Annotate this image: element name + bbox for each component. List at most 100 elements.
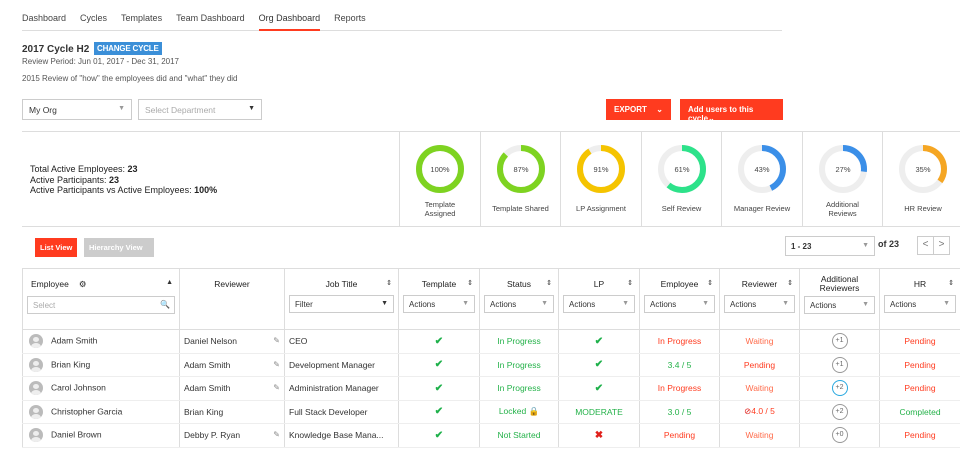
employee-review-value[interactable]: Pending: [663, 430, 696, 441]
additional-count[interactable]: +1: [831, 333, 848, 350]
nav-dashboard[interactable]: Dashboard: [22, 13, 67, 23]
table-row[interactable]: Carol Johnson Adam Smith ✎ Administration M…: [22, 376, 960, 401]
employee-name[interactable]: Adam Smith: [51, 335, 98, 346]
page-range: 1 - 23: [791, 242, 812, 251]
reviewer-review-value[interactable]: Waiting: [745, 383, 774, 394]
sort-icon[interactable]: ⇕: [707, 280, 713, 287]
pencil-icon[interactable]: ✎: [273, 430, 280, 440]
col-employee-title: Employee: [31, 279, 69, 289]
change-cycle-button[interactable]: CHANGE CYCLE: [94, 42, 162, 55]
actions-value: Actions: [890, 300, 917, 309]
cell-job-title: CEO: [284, 329, 399, 354]
sort-asc-icon[interactable]: ▲: [166, 279, 173, 286]
pencil-icon[interactable]: ✎: [273, 336, 280, 346]
employee-review-value[interactable]: In Progress: [657, 336, 702, 347]
col-job-title-title: Job Title: [325, 279, 358, 289]
donut-percent: 27%: [835, 165, 850, 174]
cell-hr: Pending: [879, 329, 960, 354]
sort-icon[interactable]: ⇕: [467, 280, 473, 287]
employee-name[interactable]: Daniel Brown: [51, 429, 102, 440]
job-filter-select[interactable]: Filter ▼: [289, 295, 394, 313]
table-row[interactable]: Adam Smith Daniel Nelson ✎ CEO ✔ In Progress ✔…: [22, 329, 960, 354]
list-view-button[interactable]: List View: [35, 238, 78, 257]
table-row[interactable]: Brian King Adam Smith ✎ Development Manager…: [22, 353, 960, 377]
nav-templates[interactable]: Templates: [121, 13, 163, 23]
col-additional-reviewers: Additional Reviewers Actions ▼: [799, 268, 880, 330]
donut-label: LP Assignment: [576, 204, 626, 213]
actions-value: Actions: [730, 300, 757, 309]
donut-percent: 91%: [593, 165, 608, 174]
cell-status: In Progress: [479, 329, 559, 354]
reviewer-name: Daniel Nelson: [184, 336, 237, 347]
table-row[interactable]: Daniel Brown Debby P. Ryan ✎ Knowledge Base…: [22, 423, 960, 448]
cell-employee-review: Pending: [639, 423, 720, 448]
cell-hr: Pending: [879, 353, 960, 377]
sort-icon[interactable]: ⇕: [948, 280, 954, 287]
additional-count[interactable]: +0: [831, 427, 848, 444]
chevron-down-icon: ▼: [862, 242, 869, 249]
org-select[interactable]: My Org ▼: [22, 99, 132, 120]
add-users-button[interactable]: Add users to this cycle⌄: [680, 99, 783, 123]
hierarchy-view-button[interactable]: Hierarchy View: [84, 238, 154, 257]
col-lp-title: LP: [593, 279, 605, 289]
reviewer-review-value[interactable]: Pending: [743, 359, 776, 370]
reviewer-review-value[interactable]: 4.0 / 5: [751, 406, 775, 417]
nav-cycles[interactable]: Cycles: [80, 13, 108, 23]
additional-actions-select[interactable]: Actions ▼: [804, 296, 875, 314]
donut-label: Template Shared: [492, 204, 549, 213]
donut-arc: [657, 145, 706, 193]
sort-icon[interactable]: ⇕: [546, 280, 552, 287]
cell-employee: Christopher Garcia: [22, 400, 180, 424]
col-lp: LP ⇕ Actions ▼: [558, 268, 640, 330]
status-actions-select[interactable]: Actions ▼: [484, 295, 554, 313]
employee-search-input[interactable]: Select 🔍: [27, 296, 175, 314]
sort-icon[interactable]: ⇕: [627, 280, 633, 287]
template-actions-select[interactable]: Actions ▼: [403, 295, 475, 313]
prev-page-button[interactable]: <: [917, 236, 934, 255]
status-value: Not Started: [497, 430, 541, 441]
page-range-select[interactable]: 1 - 23 ▼: [785, 236, 875, 256]
reviewer-review-value[interactable]: Waiting: [745, 336, 774, 347]
next-page-button[interactable]: >: [933, 236, 950, 255]
employee-name[interactable]: Brian King: [51, 359, 91, 369]
cell-status: Not Started: [479, 423, 559, 448]
ratio-label: Active Participants vs Active Employees:: [30, 185, 195, 195]
hr-value: Pending: [904, 336, 936, 347]
pencil-icon[interactable]: ✎: [273, 383, 280, 393]
cell-job-title: Administration Manager: [284, 376, 399, 401]
sort-icon[interactable]: ⇕: [386, 280, 392, 287]
additional-count[interactable]: +2: [831, 380, 848, 397]
reviewer-review-value[interactable]: Waiting: [745, 430, 774, 441]
stats-summary: Total Active Employees: 23 Active Partic…: [30, 164, 217, 196]
donut-label: Template Assigned: [424, 200, 456, 218]
export-button[interactable]: EXPORT ⌄: [606, 99, 671, 120]
department-select[interactable]: Select Department ▼: [138, 99, 262, 120]
nav-org-dashboard[interactable]: Org Dashboard: [258, 0, 321, 31]
status-value: In Progress: [497, 383, 541, 394]
employee-actions-select[interactable]: Actions ▼: [644, 295, 715, 313]
cell-status: In Progress: [479, 353, 559, 377]
employee-name[interactable]: Carol Johnson: [51, 382, 106, 393]
cross-icon: ✖: [594, 429, 604, 441]
cell-employee: Daniel Brown: [22, 423, 180, 448]
reviewer-actions-select[interactable]: Actions ▼: [724, 295, 795, 313]
donut-chart: 43%: [738, 145, 786, 193]
gear-icon[interactable]: ⚙: [78, 279, 87, 289]
lp-actions-select[interactable]: Actions ▼: [563, 295, 635, 313]
pencil-icon[interactable]: ✎: [273, 359, 280, 369]
employee-name[interactable]: Christopher Garcia: [51, 406, 123, 416]
employee-review-value[interactable]: In Progress: [657, 383, 702, 394]
sort-icon[interactable]: ⇕: [787, 280, 793, 287]
col-employee: Employee ⚙ ▲ Select 🔍: [22, 268, 180, 330]
cell-status: Locked 🔒: [479, 400, 559, 424]
hr-actions-select[interactable]: Actions ▼: [884, 295, 956, 313]
additional-count[interactable]: +2: [831, 403, 848, 420]
employee-review-value[interactable]: 3.0 / 5: [667, 406, 692, 417]
nav-reports[interactable]: Reports: [334, 13, 366, 23]
cell-additional: +1: [799, 329, 880, 354]
employee-review-value[interactable]: 3.4 / 5: [667, 359, 692, 370]
nav-team-dashboard[interactable]: Team Dashboard: [176, 13, 245, 23]
chevron-down-icon: ▼: [702, 300, 709, 307]
table-row[interactable]: Christopher Garcia Brian King Full Stack D…: [22, 400, 960, 424]
additional-count[interactable]: +1: [831, 356, 848, 373]
